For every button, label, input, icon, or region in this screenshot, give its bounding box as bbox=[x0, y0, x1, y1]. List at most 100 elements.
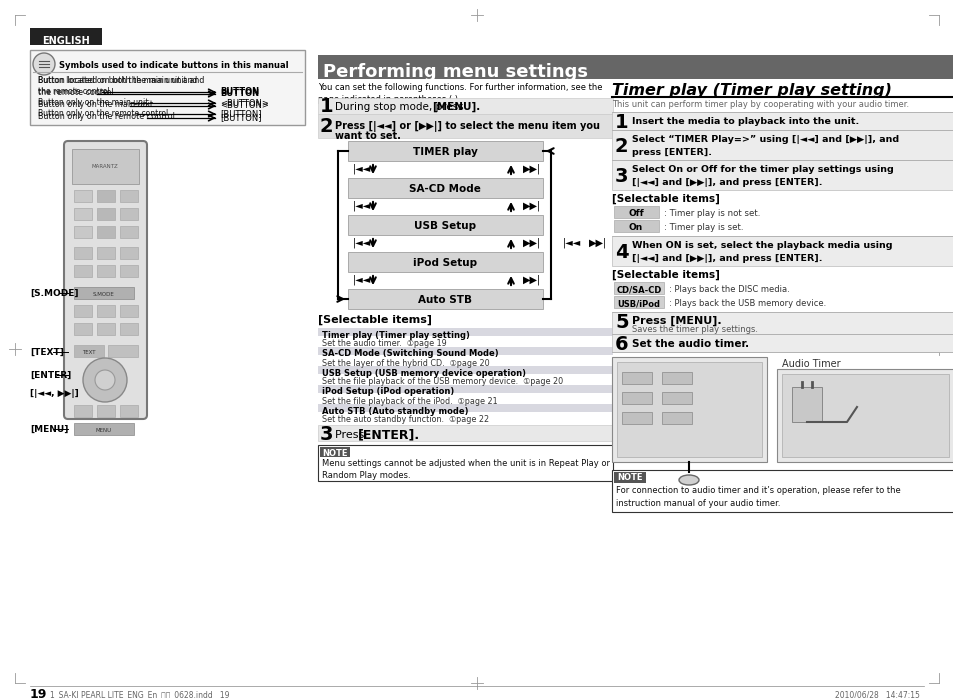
Bar bbox=[74, 423, 133, 435]
Text: When ON is set, select the playback media using
[|◄◄] and [▶▶|], and press [ENTE: When ON is set, select the playback medi… bbox=[631, 242, 892, 262]
Bar bbox=[661, 392, 691, 404]
Bar bbox=[317, 114, 613, 138]
Text: This unit can perform timer play by cooperating with your audio timer.: This unit can perform timer play by coop… bbox=[612, 100, 908, 109]
Text: For connection to audio timer and it’s operation, please refer to the
instructio: For connection to audio timer and it’s o… bbox=[616, 486, 900, 507]
Ellipse shape bbox=[679, 475, 699, 485]
Bar bbox=[97, 305, 115, 317]
Bar bbox=[614, 206, 659, 218]
Text: [S.MODE]: [S.MODE] bbox=[30, 288, 78, 297]
Bar bbox=[97, 405, 115, 417]
Text: TIMER play: TIMER play bbox=[412, 147, 476, 157]
Text: [BUTTON]: [BUTTON] bbox=[220, 110, 261, 119]
Text: Set the auto standby function.  ①page 22: Set the auto standby function. ①page 22 bbox=[322, 415, 489, 424]
Text: <BUTTON>: <BUTTON> bbox=[220, 101, 269, 110]
Bar bbox=[781, 374, 948, 457]
Bar bbox=[74, 190, 91, 202]
Bar bbox=[74, 405, 91, 417]
Text: Timer play (Timer play setting): Timer play (Timer play setting) bbox=[612, 83, 891, 98]
Text: Button only on the main unit: Button only on the main unit bbox=[38, 100, 152, 109]
Bar bbox=[612, 357, 766, 462]
Text: Performing menu settings: Performing menu settings bbox=[323, 63, 587, 81]
Text: 2: 2 bbox=[615, 137, 628, 156]
Text: 4: 4 bbox=[615, 242, 628, 262]
Bar bbox=[317, 385, 613, 393]
Bar bbox=[97, 208, 115, 220]
Text: the remote control: the remote control bbox=[38, 88, 113, 97]
Text: 2010/06/28   14:47:15: 2010/06/28 14:47:15 bbox=[834, 690, 919, 698]
Text: |◄◄: |◄◄ bbox=[353, 275, 371, 285]
Text: USB Setup: USB Setup bbox=[414, 221, 476, 231]
Bar bbox=[612, 130, 953, 160]
Text: 1: 1 bbox=[319, 98, 334, 117]
Text: Symbols used to indicate buttons in this manual: Symbols used to indicate buttons in this… bbox=[59, 61, 289, 70]
Text: MARANTZ: MARANTZ bbox=[91, 165, 118, 170]
Bar bbox=[612, 160, 953, 190]
Text: 2: 2 bbox=[319, 117, 334, 137]
Text: iPod Setup (iPod operation): iPod Setup (iPod operation) bbox=[322, 387, 454, 396]
Bar bbox=[348, 215, 542, 235]
Text: Saves the timer play settings.: Saves the timer play settings. bbox=[631, 325, 758, 334]
Text: Button only on the remote control: Button only on the remote control bbox=[38, 109, 168, 118]
Text: Select On or Off for the timer play settings using
[|◄◄] and [▶▶|], and press [E: Select On or Off for the timer play sett… bbox=[631, 165, 893, 187]
Text: [MENU]: [MENU] bbox=[30, 424, 69, 433]
Bar bbox=[97, 265, 115, 277]
Text: [MENU].: [MENU]. bbox=[432, 102, 479, 112]
Bar bbox=[612, 470, 953, 512]
Text: |◄◄: |◄◄ bbox=[353, 201, 371, 211]
Bar bbox=[74, 305, 91, 317]
FancyBboxPatch shape bbox=[64, 141, 147, 419]
Bar bbox=[74, 323, 91, 335]
Bar bbox=[74, 226, 91, 238]
Text: USB Setup (USB memory device operation): USB Setup (USB memory device operation) bbox=[322, 369, 525, 378]
Text: : Timer play is set.: : Timer play is set. bbox=[663, 223, 742, 232]
Bar bbox=[612, 334, 953, 352]
Bar bbox=[317, 445, 613, 481]
Bar bbox=[661, 412, 691, 424]
Text: Button located on both the main unit and: Button located on both the main unit and bbox=[38, 76, 197, 85]
Text: Button located on both the main unit and: Button located on both the main unit and bbox=[38, 76, 204, 85]
Bar bbox=[614, 282, 663, 294]
Bar bbox=[120, 265, 138, 277]
Text: [ENTER]: [ENTER] bbox=[30, 371, 71, 380]
Circle shape bbox=[95, 370, 115, 390]
Circle shape bbox=[83, 358, 127, 402]
Text: [ENTER].: [ENTER]. bbox=[357, 429, 419, 442]
Text: Press [MENU].: Press [MENU]. bbox=[631, 316, 720, 326]
Bar bbox=[348, 252, 542, 272]
Text: On: On bbox=[628, 223, 642, 232]
Text: SA-CD Mode (Switching Sound Mode): SA-CD Mode (Switching Sound Mode) bbox=[322, 350, 498, 359]
Bar bbox=[317, 328, 613, 336]
Text: [|◄◄, ▶▶|]: [|◄◄, ▶▶|] bbox=[30, 389, 79, 397]
Text: |◄◄: |◄◄ bbox=[353, 164, 371, 174]
Text: Press [|◄◄] or [▶▶|] to select the menu item you: Press [|◄◄] or [▶▶|] to select the menu … bbox=[335, 121, 599, 132]
Text: 1: 1 bbox=[615, 112, 628, 131]
Bar bbox=[120, 226, 138, 238]
Bar bbox=[791, 387, 821, 422]
Text: BUTTON: BUTTON bbox=[220, 89, 259, 98]
Text: 6: 6 bbox=[615, 334, 628, 353]
Text: [Selectable items]: [Selectable items] bbox=[317, 315, 432, 325]
Bar bbox=[30, 50, 305, 125]
Bar bbox=[74, 208, 91, 220]
Bar bbox=[97, 226, 115, 238]
Bar bbox=[30, 28, 102, 45]
Bar bbox=[319, 447, 350, 457]
Bar bbox=[108, 345, 138, 357]
Text: Insert the media to playback into the unit.: Insert the media to playback into the un… bbox=[631, 117, 859, 126]
Text: Menu settings cannot be adjusted when the unit is in Repeat Play or
Random Play : Menu settings cannot be adjusted when th… bbox=[322, 459, 609, 480]
Text: Auto STB (Auto standby mode): Auto STB (Auto standby mode) bbox=[322, 406, 468, 415]
Text: : Timer play is not set.: : Timer play is not set. bbox=[663, 209, 760, 218]
Text: [Selectable items]: [Selectable items] bbox=[612, 194, 720, 205]
Text: 3: 3 bbox=[615, 167, 628, 186]
Text: want to set.: want to set. bbox=[335, 131, 400, 141]
Bar bbox=[74, 265, 91, 277]
Text: NOTE: NOTE bbox=[322, 449, 348, 457]
Text: During stop mode, press: During stop mode, press bbox=[335, 102, 466, 112]
Text: : Plays back the USB memory device.: : Plays back the USB memory device. bbox=[668, 299, 825, 309]
Text: 5: 5 bbox=[615, 313, 628, 332]
Text: Set the file playback of the iPod.  ①page 21: Set the file playback of the iPod. ①page… bbox=[322, 396, 497, 406]
Text: ▶▶|: ▶▶| bbox=[522, 275, 540, 285]
Bar bbox=[120, 190, 138, 202]
Text: Set the layer of the hybrid CD.  ①page 20: Set the layer of the hybrid CD. ①page 20 bbox=[322, 359, 489, 368]
Bar bbox=[120, 305, 138, 317]
